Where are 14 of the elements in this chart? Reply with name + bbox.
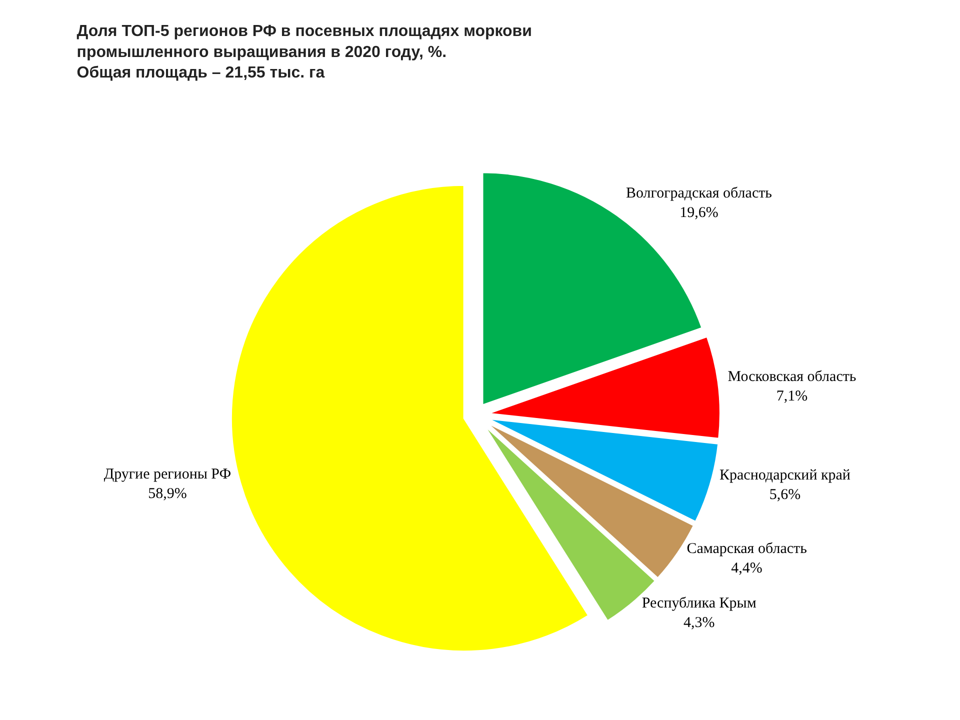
data-label: 5,6% (769, 486, 801, 503)
slice-label: Самарская область (686, 541, 808, 558)
slice-label: Другие регионы РФ (104, 466, 232, 483)
data-label: 58,9% (148, 486, 187, 502)
slice-label: Республика Крым (642, 595, 757, 612)
data-label: 4,4% (731, 560, 762, 577)
chart-subtitle: Общая площадь – 21,55 тыс. га (76, 64, 325, 82)
slice-label: Московская область (728, 368, 856, 385)
data-label: 4,3% (683, 614, 715, 631)
chart-title: Доля ТОП-5 регионов РФ в посевных площадях моркови промышленного выращивания в 2020 году, %. (76, 23, 532, 61)
slice-label: Волгоградская область (626, 186, 772, 202)
slice-label: Краснодарский край (720, 467, 850, 484)
data-label: 19,6% (680, 205, 718, 222)
data-label: 7,1% (776, 388, 808, 404)
